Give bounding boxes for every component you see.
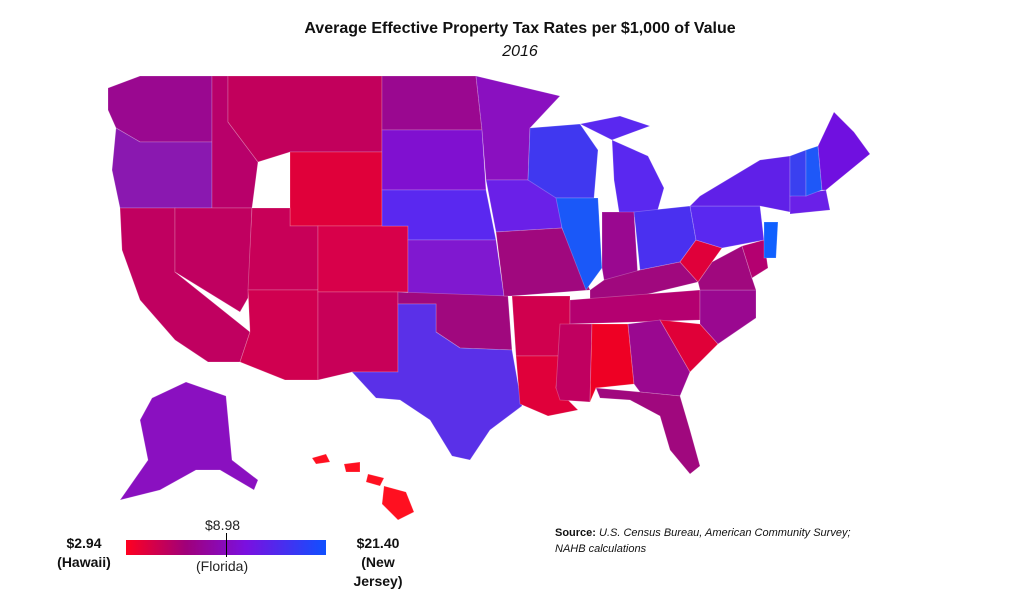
state-tennessee	[569, 289, 701, 325]
us-choropleth-map	[107, 75, 871, 521]
state-hawaii	[311, 453, 415, 521]
state-florida	[595, 387, 701, 475]
legend-min-value: $2.94	[66, 535, 102, 551]
state-wisconsin	[527, 123, 599, 199]
state-missouri	[495, 227, 591, 297]
state-alaska	[119, 381, 259, 501]
state-wyoming	[289, 151, 383, 227]
map-title: Average Effective Property Tax Rates per…	[304, 20, 736, 37]
state-vermont	[789, 149, 807, 197]
state-maine	[817, 111, 871, 191]
state-west-virginia	[679, 239, 723, 283]
state-alabama	[589, 323, 635, 403]
state-pennsylvania	[689, 205, 765, 249]
state-montana	[227, 75, 383, 163]
legend-mid-value: $8.98	[205, 517, 241, 533]
state-new-york	[689, 155, 791, 213]
legend-min-label: (Hawaii)	[57, 554, 111, 570]
map-subtitle: 2016	[502, 43, 538, 60]
source-text: U.S. Census Bureau, American Community S…	[555, 527, 851, 555]
legend-max-label: (New Jersey)	[353, 554, 403, 589]
state-texas	[351, 303, 523, 461]
state-illinois	[555, 197, 603, 291]
state-nevada	[174, 207, 253, 313]
state-south-dakota	[381, 129, 487, 191]
state-maryland	[741, 239, 769, 279]
state-new-jersey	[763, 221, 779, 259]
legend-mid-label: (Florida)	[196, 558, 249, 574]
legend-min: $2.94 (Hawaii)	[54, 534, 114, 572]
legend-max-value: $21.40	[356, 535, 400, 551]
legend-max: $21.40 (New Jersey)	[336, 534, 420, 591]
state-new-mexico	[317, 291, 399, 381]
state-arizona	[239, 289, 319, 381]
state-kansas	[407, 239, 505, 297]
state-indiana	[601, 211, 639, 281]
state-colorado	[317, 225, 409, 293]
source-label: Source	[555, 527, 593, 539]
source-note: Source: U.S. Census Bureau, American Com…	[555, 527, 851, 555]
legend-florida-tick	[226, 533, 227, 557]
state-north-dakota	[381, 75, 483, 131]
state-mississippi	[555, 323, 593, 403]
